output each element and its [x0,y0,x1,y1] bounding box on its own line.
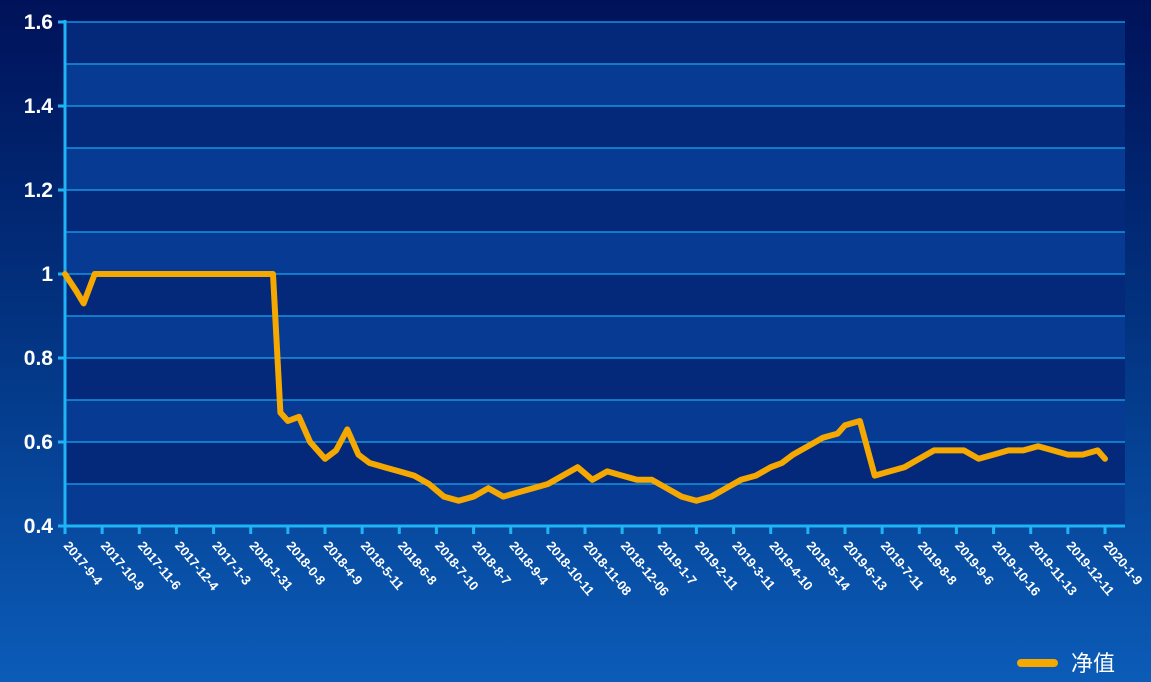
plot-band [65,106,1125,148]
y-tick-label: 1.6 [24,11,53,34]
y-tick-label: 1 [41,263,53,286]
x-axis-ticks: 2017-9-42017-10-92017-11-62017-12-42017-… [61,526,1146,599]
plot-band [65,274,1125,316]
y-tick-label: 0.4 [24,515,54,538]
plot-band [65,64,1125,106]
y-axis-ticks: 0.4 0.6 0.8 1 1.2 1.4 1.6 [24,11,65,538]
plot-area [65,22,1125,526]
legend-label-nav: 净值 [1071,652,1115,677]
plot-band [65,358,1125,400]
y-tick-label: 0.8 [24,347,54,370]
plot-band [65,190,1125,232]
series-line-nav [62,271,1108,504]
y-tick-label: 0.6 [24,431,53,454]
grid-lines [65,21,1125,527]
x-tick-label: 2019-9-6 [952,538,997,588]
plot-band [65,316,1125,358]
plot-band [65,22,1125,64]
y-tick-label: 1.2 [24,179,53,202]
plot-band [65,400,1125,442]
plot-band [65,148,1125,190]
legend: 净值 [1017,652,1115,677]
x-tick-label: 2018-4-9 [321,538,366,588]
y-tick-label: 1.4 [24,95,54,118]
series-group [62,271,1108,504]
plot-band [65,484,1125,526]
plot-band [65,232,1125,274]
